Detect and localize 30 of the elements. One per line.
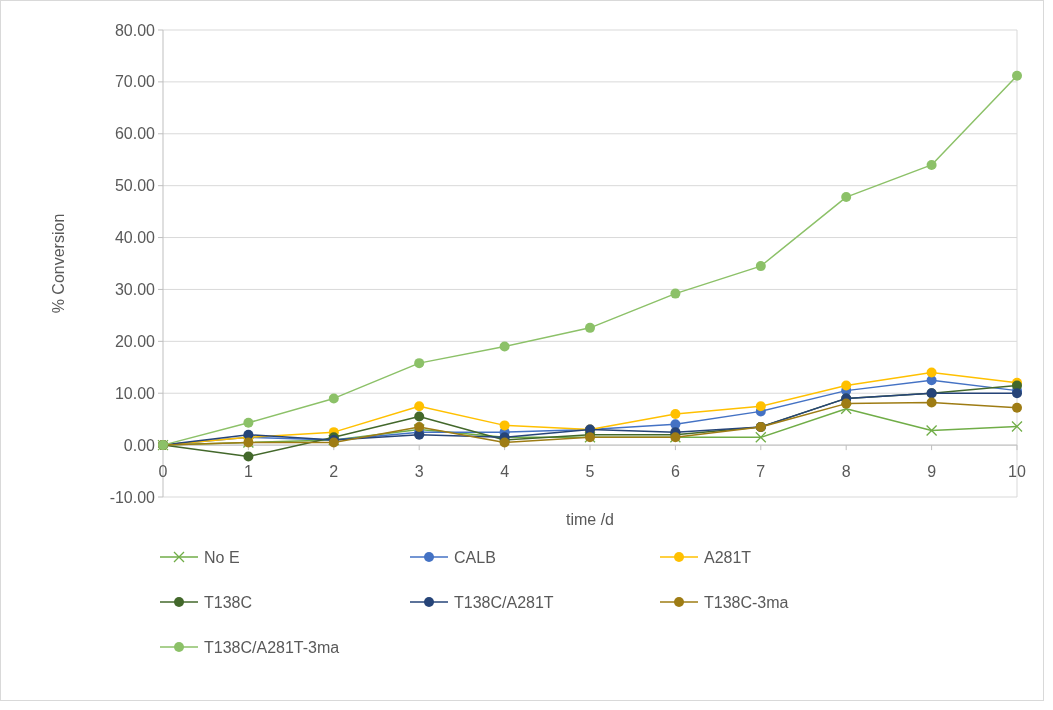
y-tick-label: 60.00: [114, 125, 156, 143]
y-tick-label: 40.00: [114, 229, 156, 247]
x-axis-title: time /d: [565, 511, 615, 528]
y-tick-label: -10.00: [109, 488, 156, 506]
y-tick-label: 80.00: [114, 21, 156, 39]
y-axis-title: % Conversion: [50, 213, 67, 314]
x-tick-label: 3: [414, 463, 424, 481]
x-tick-label: 8: [841, 463, 851, 481]
x-tick-label: 1: [243, 463, 253, 481]
x-tick-label: 10: [1008, 463, 1026, 481]
legend-label: T138C: [204, 593, 253, 611]
legend-label: T138C/A281T: [454, 593, 554, 611]
legend-label: No E: [204, 548, 240, 566]
legend-label: CALB: [454, 548, 496, 566]
y-tick-label: 30.00: [114, 281, 156, 299]
x-tick-label: 9: [927, 463, 937, 481]
x-tick-label: 5: [585, 463, 595, 481]
y-tick-label: 10.00: [114, 384, 156, 402]
x-tick-label: 6: [670, 463, 680, 481]
x-tick-label: 4: [500, 463, 510, 481]
y-tick-label: 70.00: [114, 73, 156, 91]
y-tick-label: 50.00: [114, 177, 156, 195]
legend-label: A281T: [704, 548, 752, 566]
legend-label: T138C-3ma: [704, 593, 789, 611]
y-tick-label: 0.00: [123, 436, 156, 454]
legend-label: T138C/A281T-3ma: [204, 638, 340, 656]
y-tick-label: 20.00: [114, 332, 156, 350]
x-tick-label: 2: [329, 463, 339, 481]
x-tick-label: 7: [756, 463, 766, 481]
x-tick-label: 0: [158, 463, 168, 481]
